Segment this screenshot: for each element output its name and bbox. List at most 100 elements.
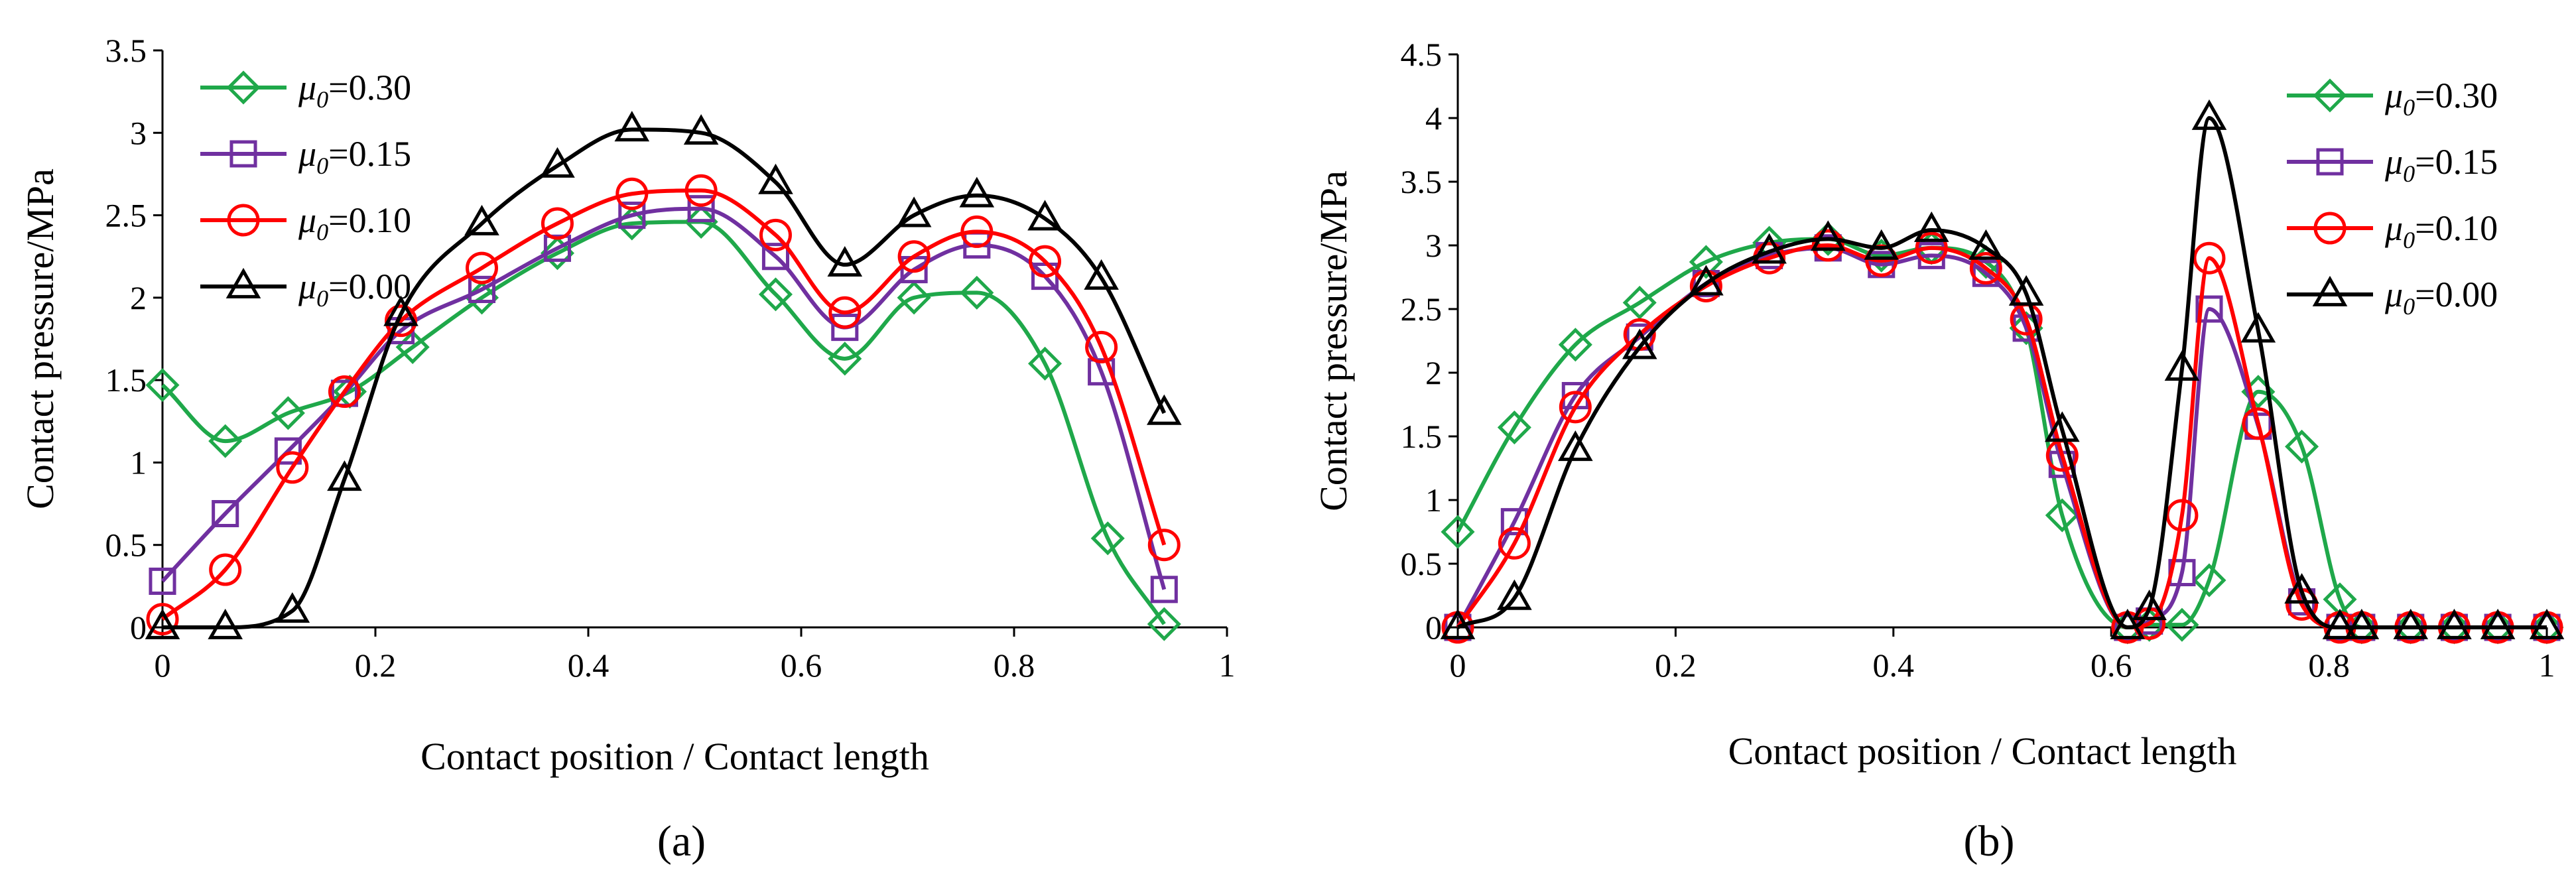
chart1-series-3-point xyxy=(2284,573,2319,604)
chart-panel-a: 0 0.5 1 1.5 2 2.5 3 3.5 0 0.2 0.4 0.6 0.8 1 Contact po… xyxy=(19,32,1236,865)
chart0-y-tick-label: 1 xyxy=(130,444,147,481)
chart0-series-3-point xyxy=(275,592,310,623)
chart1-series-3-point xyxy=(2132,590,2167,621)
chart0-y-axis-label: Contact pressure/MPa xyxy=(19,168,62,509)
chart0-series-0-point xyxy=(828,342,862,376)
chart0-series-3-point xyxy=(896,196,932,227)
chart0-series-0-point xyxy=(540,236,574,271)
chart0-series-2-point xyxy=(146,603,179,636)
chart0-legend-label: μ0=0.00 xyxy=(298,267,411,312)
chart0-legend: μ0=0.30 μ0=0.15 μ0=0.10 μ0=0.00 xyxy=(200,68,411,312)
chart0-legend-label: μ0=0.15 xyxy=(298,134,411,179)
chart0-series-0-point xyxy=(897,281,931,315)
chart0-legend-item: μ0=0.10 xyxy=(200,200,411,245)
chart1-x-axis-label: Contact position / Contact length xyxy=(1728,729,2237,773)
chart1-series-0-point xyxy=(1689,245,1723,279)
chart1-series-0-line xyxy=(1456,237,2547,630)
chart0-x-tick-label: 0.4 xyxy=(568,647,610,684)
chart1-series-3-point xyxy=(2437,608,2472,639)
chart0-series-2-point xyxy=(615,177,649,210)
chart1-y-tick-label: 4.5 xyxy=(1401,36,1443,73)
chart1-series-0-point xyxy=(2165,607,2199,642)
chart0-series-2-point xyxy=(828,296,862,329)
chart0-x-tick-label: 1 xyxy=(1219,647,1236,684)
chart1-series-3-point xyxy=(2191,99,2227,130)
chart0-y-tick-label: 2 xyxy=(130,279,147,316)
chart0-y-tick-label: 2.5 xyxy=(105,197,147,234)
chart1-legend-item: μ0=0.10 xyxy=(2287,208,2498,253)
chart0-series-2-line xyxy=(161,188,1167,621)
chart1-series-2-line xyxy=(1456,243,2547,630)
chart1-y-tick-label: 3 xyxy=(1425,227,1442,264)
chart0-legend-item: μ0=0.30 xyxy=(200,68,411,113)
chart0-series-2-point xyxy=(1029,245,1062,278)
chart0-y-tick-label: 0 xyxy=(130,609,147,646)
chart0-series-2-point xyxy=(466,251,498,285)
chart0-series-1-point xyxy=(468,275,496,303)
chart1-y-axis-label: Contact pressure/MPa xyxy=(1312,170,1355,511)
chart1-legend-marker xyxy=(2313,212,2347,245)
chart0-series-2-point xyxy=(385,304,418,338)
chart0-series-1-point xyxy=(212,499,239,528)
chart0-series-2-point xyxy=(328,375,361,409)
chart1-legend-label: μ0=0.10 xyxy=(2384,208,2498,253)
chart0-series-1-point xyxy=(687,195,715,223)
chart1-panel-label: (b) xyxy=(1964,817,2015,865)
chart1-series-2-point xyxy=(1498,527,1531,560)
chart0-series-1-point xyxy=(831,314,859,342)
chart0-series-3-point xyxy=(383,295,419,326)
chart1-series-2-point xyxy=(1915,231,1948,265)
chart1-series-0-point xyxy=(2285,429,2319,464)
chart0-legend-marker xyxy=(229,140,257,168)
chart0-series-2-point xyxy=(1085,330,1118,363)
chart0-series-2-point xyxy=(1147,529,1181,562)
chart0-series-0-point xyxy=(1147,607,1181,641)
chart0-series-2 xyxy=(146,174,1181,636)
chart1-series-3-point xyxy=(1440,608,1476,639)
chart0-series-3-point xyxy=(464,204,499,235)
chart0-series-1-point xyxy=(761,243,790,271)
chart1-series-3-point xyxy=(1752,233,1787,264)
chart-panel-b: 0 0.5 1 1.5 2 2.5 3 3.5 4 4.5 0 0.2 0.4 0.6 0.8 1 Contac… xyxy=(1312,36,2565,865)
chart0-panel-label: (a) xyxy=(657,817,706,865)
chart1-series-2-point xyxy=(1811,229,1844,262)
chart0-y-tick-label: 3.5 xyxy=(105,32,147,69)
chart1-series-2-point xyxy=(2193,241,2226,275)
chart0-series-3-point xyxy=(959,176,995,208)
chart1-series-3-point xyxy=(2008,275,2044,306)
chart1-series-3-point xyxy=(1622,328,1657,359)
chart1-series-3-point xyxy=(2529,608,2565,639)
chart1-series-0-point xyxy=(2045,498,2079,533)
chart1-legend-label: μ0=0.00 xyxy=(2384,275,2498,320)
chart0-series-3-point xyxy=(540,147,575,178)
chart1-y-tick-label: 2.5 xyxy=(1401,290,1443,328)
chart0-series-2-point xyxy=(276,451,309,484)
chart1-x-tick-label: 1 xyxy=(2539,647,2555,684)
chart0-legend-item: μ0=0.00 xyxy=(200,267,411,312)
chart0-series-0-point xyxy=(684,204,718,239)
chart1-x-tick-label: 0.4 xyxy=(1873,647,1915,684)
chart1-series-3-point xyxy=(2045,411,2080,442)
chart0-x-tick-label: 0.6 xyxy=(781,647,822,684)
chart0-series-1-point xyxy=(1150,576,1178,603)
chart1-series-3-point xyxy=(2240,312,2276,343)
chart0-legend-marker xyxy=(227,204,260,237)
chart1-series-0-point xyxy=(1497,411,1531,445)
chart0-series-0-point xyxy=(1090,521,1125,556)
chart1-series-2-point xyxy=(2165,499,2199,532)
chart0-series-3-point xyxy=(758,163,793,194)
chart0-series-2-point xyxy=(209,553,242,586)
chart1-series-3-point xyxy=(1968,229,2004,260)
chart0-series-3-point xyxy=(1084,259,1119,290)
chart0-series-0-point xyxy=(145,368,180,403)
chart0-series-3-point xyxy=(208,608,243,639)
chart0-series-1-line xyxy=(161,206,1167,590)
chart0-series-2-point xyxy=(684,174,718,207)
chart0-y-tick-label: 3 xyxy=(130,114,147,151)
chart0-series-2-point xyxy=(541,207,574,240)
chart1-x-tick-label: 0.2 xyxy=(1655,647,1697,684)
chart1-series-3-point xyxy=(2393,608,2429,639)
chart0-legend-label: μ0=0.10 xyxy=(298,200,411,245)
chart1-series-0-point xyxy=(2192,563,2226,598)
chart0-series-0-point xyxy=(271,396,305,430)
